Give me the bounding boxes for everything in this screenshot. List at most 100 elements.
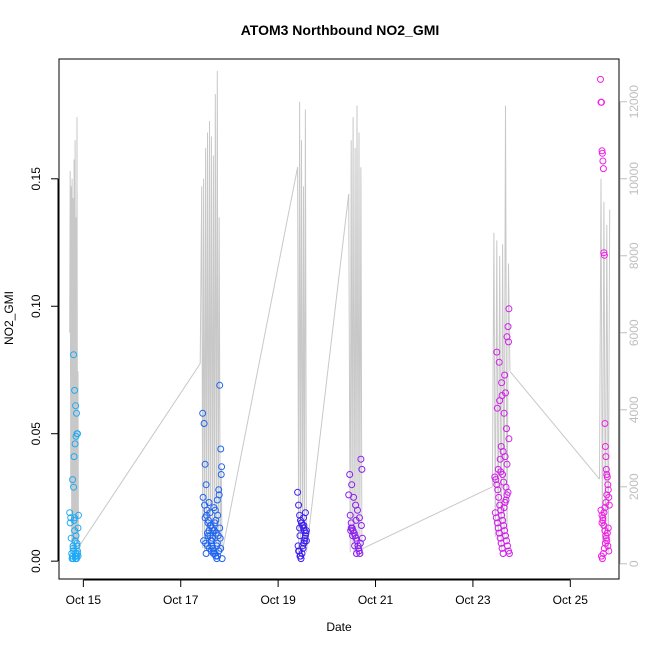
data-point-5-12 [602,465,610,473]
data-point-4-27 [502,496,510,504]
data-point-1-50 [215,486,223,494]
data-point-1-17 [216,381,224,389]
data-point-2-22 [301,509,309,517]
data-point-3-27 [358,534,366,542]
data-point-1-47 [218,555,226,563]
x-axis: Oct 15 Oct 17 Oct 19 Oct 21 Oct 23 Oct 25 [66,579,588,607]
data-point-0-23 [66,519,74,527]
data-point-5-40 [602,499,610,506]
data-point-5-2 [598,98,605,106]
right-y-tick-label: 2000 [627,473,641,500]
data-point-4-45 [493,348,501,356]
data-point-4-47 [498,379,506,387]
data-point-0-29 [73,430,81,438]
data-point-4-19 [494,524,502,532]
data-point-4-16 [491,509,499,517]
data-point-4-21 [496,534,504,542]
data-point-0-18 [70,351,78,359]
data-point-5-7 [600,249,608,257]
data-point-3-1 [346,511,354,519]
data-point-4-52 [499,471,507,478]
data-point-4-4 [495,493,503,501]
data-point-4-48 [500,409,508,417]
data-point-4-34 [503,333,511,341]
data-point-5-41 [603,491,611,499]
data-point-5-36 [598,519,606,527]
data-point-5-14 [603,473,611,481]
right-y-tick-label: 10000 [627,162,641,196]
data-point-0-25 [69,542,77,550]
data-point-3-12 [357,455,365,463]
data-point-4-35 [505,305,513,313]
data-point-3-14 [346,471,354,478]
data-point-3-22 [349,532,357,540]
data-point-1-54 [202,550,210,557]
altitude-line-9 [509,370,600,480]
y-tick-label: 0.00 [29,549,43,573]
right-y-tick-label: 12000 [627,85,641,119]
data-point-1-2 [201,460,209,468]
data-point-0-26 [70,453,78,461]
data-point-5-15 [604,481,612,489]
x-axis-label: Date [326,620,352,634]
data-point-5-31 [600,544,608,552]
data-point-4-54 [504,323,512,331]
data-point-0-37 [71,552,79,560]
data-point-5-33 [602,534,610,542]
data-point-1-0 [199,409,207,417]
chart-title: ATOM3 Northbound NO2_GMI [241,22,440,38]
data-point-2-8 [301,532,309,540]
data-point-2-0 [294,488,302,496]
y-tick-label: 0.15 [29,167,43,191]
altitude-line-4 [297,101,308,557]
y-axis-label: NO2_GMI [2,291,16,345]
data-point-0-17 [69,476,77,484]
x-tick-label: Oct 17 [163,593,199,607]
data-point-0-39 [72,532,80,540]
altitude-line-0 [69,117,80,557]
data-point-4-49 [503,425,510,433]
altitude-line-8 [491,105,511,553]
data-point-1-58 [208,537,216,545]
altitude-line-2 [199,70,223,557]
right-y-tick-label: 0 [627,560,641,567]
data-point-3-15 [348,481,356,489]
data-point-5-37 [599,514,607,522]
data-point-1-41 [206,509,214,517]
data-point-0-21 [73,409,80,417]
data-point-1-40 [201,514,209,522]
data-point-5-4 [598,149,606,157]
data-point-4-1 [492,476,500,484]
data-point-1-56 [214,511,222,519]
data-point-4-24 [499,550,507,557]
data-point-5-0 [597,75,604,83]
altitude-line-3 [221,167,299,553]
data-point-0-19 [71,386,79,394]
data-point-2-26 [300,537,308,545]
y-tick-label: 0.10 [29,294,43,318]
data-point-3-18 [354,506,361,514]
data-point-2-1 [295,501,303,509]
data-point-1-38 [215,491,223,499]
data-point-4-50 [505,435,513,443]
altitude-line-6 [348,105,364,557]
data-point-5-34 [603,529,611,537]
x-tick-label: Oct 23 [455,593,491,607]
data-point-2-28 [296,532,304,540]
data-point-1-57 [204,532,212,540]
data-point-4-33 [501,371,509,379]
data-point-4-17 [492,514,500,522]
right-y-tick-label: 6000 [627,319,641,346]
data-point-4-43 [502,483,510,491]
x-tick-label: Oct 21 [358,593,394,607]
data-point-4-23 [498,544,506,552]
data-point-2-18 [302,529,310,537]
data-point-4-18 [493,519,501,527]
data-point-1-49 [210,504,218,512]
altitude-lines [69,70,611,557]
data-point-5-13 [603,471,611,478]
data-point-4-44 [505,338,512,346]
data-point-4-2 [493,481,501,489]
data-point-5-6 [599,165,607,173]
